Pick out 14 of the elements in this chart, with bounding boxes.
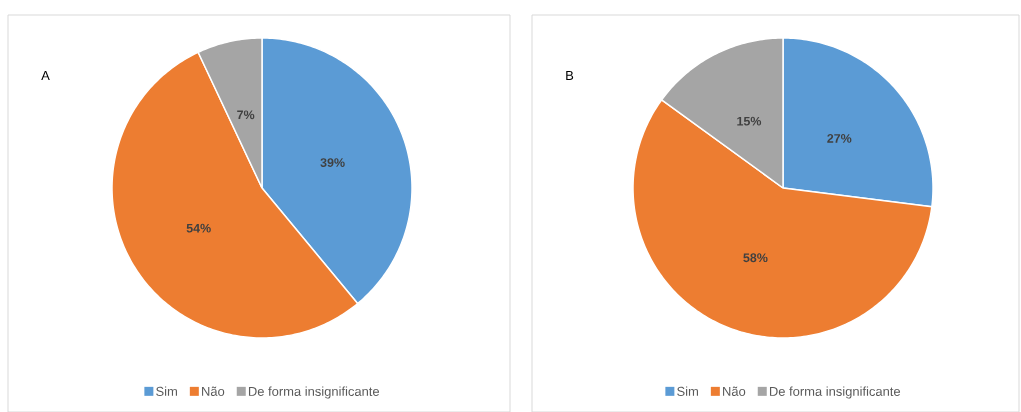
data-label: 15% [737,116,762,126]
legend-label: Não [202,386,225,396]
text: A [41,71,50,80]
legend-label: Não [723,386,746,396]
legend-label: Sim [156,386,177,396]
legend-label: De forma insignificante [248,386,380,399]
legend-label: Sim [677,386,698,396]
data-label: 27% [827,134,852,143]
legend-label: De forma insignificante [769,386,901,399]
data-label: 54% [186,223,211,233]
data-label: 58% [743,253,768,263]
data-label: 39% [320,158,345,168]
data-label: 7% [237,110,255,120]
text: B [566,71,574,80]
